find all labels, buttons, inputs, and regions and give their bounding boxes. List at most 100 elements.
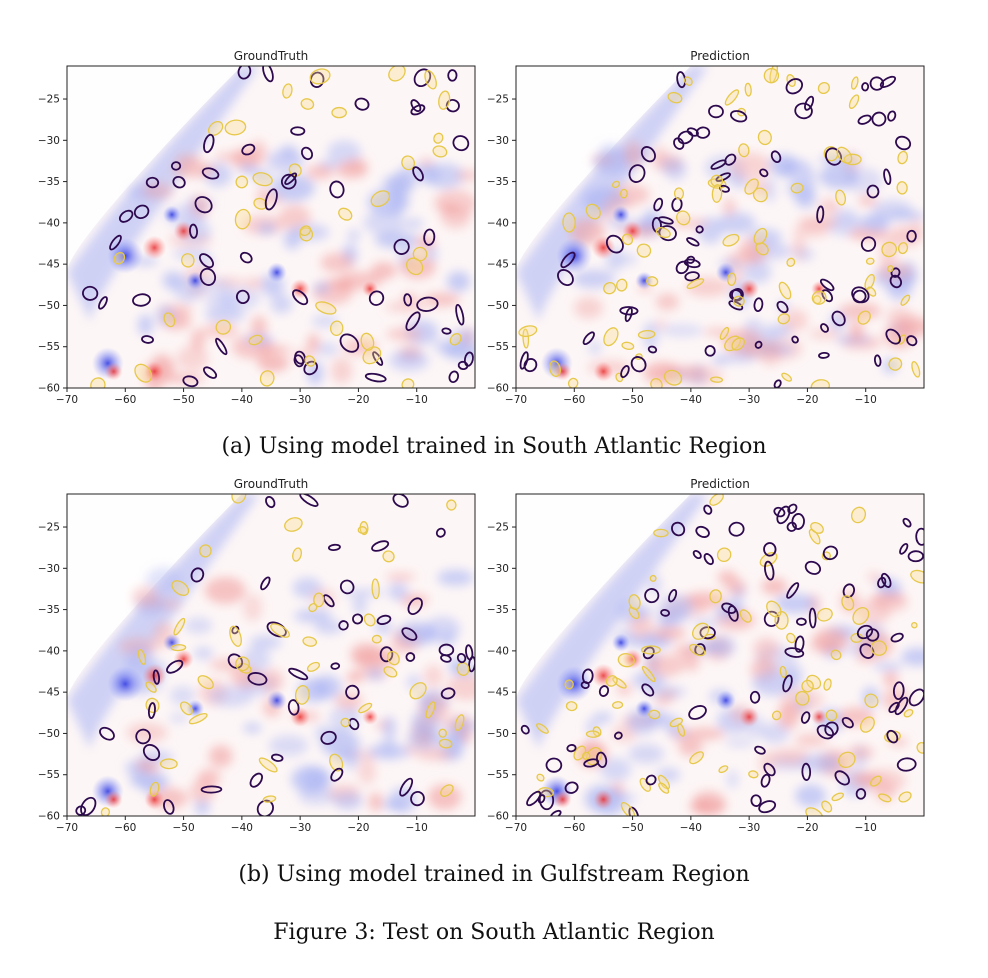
eddy-contour [855,788,867,800]
eddy-contour [292,289,309,306]
eddy-contour [621,341,635,350]
eddy-contour [763,542,777,557]
eddy-contour [804,560,822,575]
eddy-contour [871,111,887,127]
eddy-contour [888,357,903,371]
eddy-contour [118,209,134,223]
eddy-contour [782,674,793,693]
eddy-contour [309,68,331,85]
eddy-contour [866,184,880,199]
eddy-contour [825,147,843,166]
y-tick-label: −45 [38,687,60,699]
x-tick-label: −70 [56,822,78,834]
eddy-contour [432,145,448,158]
eddy-contour [710,376,724,383]
eddy-contour [821,800,833,813]
eddy-contour [621,233,634,246]
eddy-contour [412,246,428,262]
eddy-contour [808,607,817,629]
panel-title: GroundTruth [234,477,309,491]
eddy-contour [620,802,636,816]
eddy-contour [732,295,745,307]
eddy-contour [163,799,175,815]
eddy-contour [850,76,859,90]
eddy-contour [770,150,782,163]
eddy-contour [834,770,850,786]
eddy-contour [293,354,305,368]
eddy-contour [821,289,834,303]
eddy-contour [830,649,842,661]
eddy-contour [260,576,271,591]
eddy-contour [201,167,220,180]
eddy-contour [438,728,447,738]
eddy-contour [455,303,465,326]
y-tick-label: −45 [487,259,509,271]
eddy-contour [288,667,309,681]
eddy-contour [754,340,763,349]
eddy-contour [564,679,574,690]
eddy-contours [75,494,475,816]
eddy-contour [642,646,655,660]
panel-title: Prediction [690,477,750,491]
eddy-contour [407,597,423,615]
x-tick-label: −70 [56,394,78,406]
eddy-contour [628,594,641,611]
eddy-contour [231,625,240,635]
eddy-contour [753,297,764,313]
eddy-contour [449,333,462,346]
eddy-contour [651,217,662,233]
y-tick-label: −40 [38,645,60,657]
eddy-contour [718,765,729,774]
y-tick-label: −25 [38,522,60,534]
eddy-contour [173,617,186,636]
eddy-contour [896,181,908,195]
eddy-contour [906,335,918,347]
eddy-contour [857,310,871,325]
eddy-contours [518,66,921,388]
eddy-contour [851,506,867,524]
eddy-contour [911,361,921,378]
eddy-contour [438,738,453,749]
eddy-contour [560,251,576,269]
eddy-contour [760,773,771,788]
eddy-contour [294,350,306,365]
eddy-contour [777,313,791,325]
eddy-contour [903,708,914,718]
eddy-contour [435,527,446,538]
eddy-contour [329,753,344,772]
eddy-contour [441,327,452,335]
eddy-contour [252,172,273,187]
x-tick-label: −20 [796,822,818,834]
eddy-contour [628,164,646,183]
figure-caption: Figure 3: Test on South Atlantic Region [273,920,715,945]
eddy-contour [865,628,880,642]
eddy-contour [405,652,416,662]
x-tick-label: −40 [680,822,702,834]
eddy-contour [823,678,832,691]
x-tick-label: −30 [289,394,311,406]
eddy-contour [360,332,375,351]
eddy-contour [695,126,711,139]
eddy-contour [908,688,924,707]
eddy-contour [262,66,274,83]
x-tick-label: −50 [621,394,643,406]
y-tick-label: −50 [487,728,509,740]
axes-frame [515,65,925,389]
eddy-contour [438,90,451,110]
eddy-contour [801,762,812,781]
eddy-contour [866,286,877,297]
eddy-contour [724,153,737,166]
eddy-contour [689,643,706,657]
eddy-contour [262,795,277,803]
eddy-contour [671,521,686,537]
eddy-contour [885,328,901,345]
eddy-contour [722,233,740,247]
y-tick-label: −35 [38,604,60,616]
eddy-contour [895,135,912,151]
eddy-contour [520,724,530,735]
eddy-contour [564,781,579,794]
eddy-contour [309,71,325,88]
y-tick-label: −50 [487,300,509,312]
eddy-contour [292,547,303,562]
subcaption-b: (b) Using model trained in Gulfstream Re… [238,862,750,887]
